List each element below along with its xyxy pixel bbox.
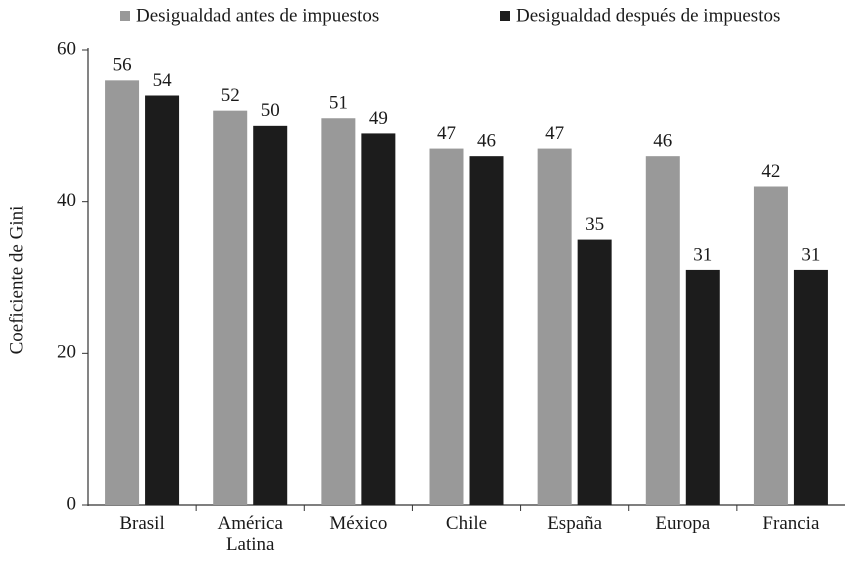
x-tick-label: Francia: [762, 513, 820, 534]
value-label: 52: [221, 85, 240, 106]
bar: [253, 125, 288, 505]
x-tick-label: Brasil: [119, 513, 165, 534]
bar: [577, 239, 612, 506]
value-label: 56: [113, 55, 132, 76]
legend-label: Desigualdad después de impuestos: [516, 5, 780, 26]
value-label: 35: [585, 214, 604, 235]
value-label: 46: [653, 131, 672, 152]
bar: [537, 148, 572, 506]
value-label: 42: [761, 161, 780, 182]
value-label: 31: [693, 244, 712, 265]
value-label: 54: [153, 70, 173, 91]
legend-swatch: [500, 11, 510, 21]
x-tick-label: México: [329, 513, 388, 534]
y-tick-label: 60: [57, 38, 76, 59]
legend-label: Desigualdad antes de impuestos: [136, 5, 379, 26]
x-tick-label: América Latina: [217, 513, 283, 555]
bar: [361, 133, 396, 505]
value-label: 31: [801, 244, 820, 265]
y-tick-label: 40: [57, 190, 76, 211]
bar: [793, 269, 828, 505]
y-tick-label: 20: [57, 342, 76, 363]
value-label: 49: [369, 108, 388, 129]
legend-swatch: [120, 11, 130, 21]
value-label: 47: [545, 123, 564, 144]
y-tick-label: 0: [67, 493, 77, 514]
bar: [645, 156, 680, 505]
bar: [105, 80, 140, 505]
value-label: 50: [261, 100, 280, 121]
value-label: 47: [437, 123, 456, 144]
bar: [213, 110, 248, 506]
bar: [685, 269, 720, 505]
bar: [469, 156, 504, 505]
y-axis-label: Coeficiente de Gini: [6, 206, 27, 355]
x-tick-label: Europa: [655, 513, 711, 534]
bar: [753, 186, 788, 505]
bar: [145, 95, 180, 505]
value-label: 51: [329, 93, 348, 114]
value-label: 46: [477, 131, 496, 152]
x-tick-label: España: [547, 513, 603, 534]
bar: [321, 118, 356, 505]
bar: [429, 148, 464, 506]
x-tick-label: Chile: [445, 513, 488, 534]
